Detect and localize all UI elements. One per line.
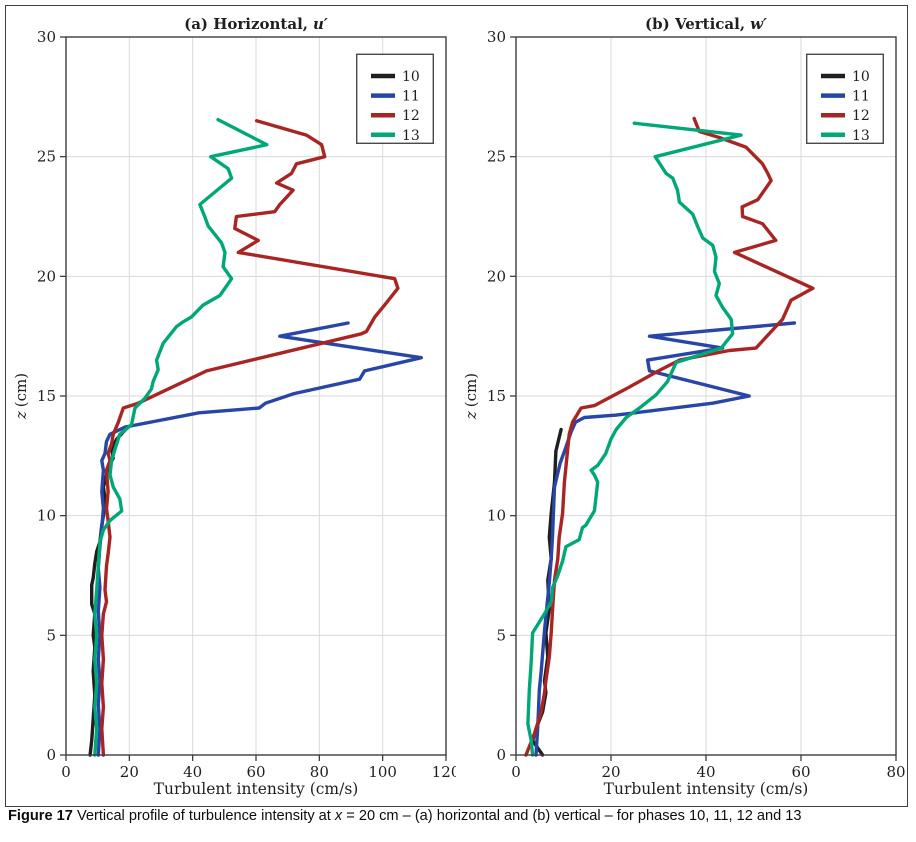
caption-figure-number: Figure 17 bbox=[8, 808, 73, 824]
y-axis-label-variable: z bbox=[12, 411, 30, 420]
y-tick-label: 5 bbox=[46, 626, 56, 644]
panel-b-series-line-11 bbox=[534, 321, 797, 757]
tick-marks bbox=[60, 36, 447, 761]
legend-label-13: 13 bbox=[852, 128, 870, 144]
y-tick-label: 0 bbox=[496, 746, 506, 764]
panel-title-symbol: u′ bbox=[313, 15, 328, 33]
legend-label-10: 10 bbox=[852, 69, 870, 85]
y-axis-label-unit: (cm) bbox=[462, 373, 480, 407]
caption-variable-x: x bbox=[334, 808, 343, 824]
figure-caption: Figure 17 Vertical profile of turbulence… bbox=[8, 806, 908, 826]
x-tick-label: 40 bbox=[183, 763, 202, 781]
y-axis-label: z (cm) bbox=[12, 373, 30, 420]
x-tick-label: 120 bbox=[432, 763, 456, 781]
legend-box bbox=[356, 53, 435, 144]
y-tick-label: 30 bbox=[37, 28, 56, 46]
x-tick-label: 0 bbox=[511, 763, 521, 781]
y-tick-label: 20 bbox=[487, 267, 506, 285]
x-tick-label: 20 bbox=[601, 763, 620, 781]
panel-title-prefix: (b) Vertical, bbox=[645, 15, 745, 33]
y-tick-label: 15 bbox=[37, 387, 56, 405]
panel-title: (b) Vertical, w′ bbox=[645, 15, 767, 33]
panel-a-series-line-12 bbox=[100, 119, 400, 757]
x-tick-label: 80 bbox=[310, 763, 329, 781]
figure-border-box: 0 20 40 60 80 100 120 0 5 10 15 20 25 30 (a) Horizonta… bbox=[5, 5, 908, 807]
legend-label-11: 11 bbox=[402, 89, 420, 105]
panel-title: (a) Horizontal, u′ bbox=[184, 15, 328, 33]
legend-label-13: 13 bbox=[402, 128, 420, 144]
panel-b-series-line-13 bbox=[526, 121, 743, 757]
x-tick-label: 60 bbox=[246, 763, 265, 781]
y-tick-label: 15 bbox=[487, 387, 506, 405]
y-tick-label: 0 bbox=[46, 746, 56, 764]
y-tick-label: 10 bbox=[37, 507, 56, 525]
x-tick-label: 20 bbox=[120, 763, 139, 781]
legend-label-12: 12 bbox=[852, 108, 870, 124]
x-tick-label: 60 bbox=[791, 763, 810, 781]
panel-title-prefix: (a) Horizontal, bbox=[184, 15, 308, 33]
caption-text-before: Vertical profile of turbulence intensity… bbox=[72, 808, 335, 824]
panel-b-series-line-12 bbox=[524, 116, 815, 757]
y-axis-label-unit: (cm) bbox=[12, 373, 30, 407]
y-tick-label: 20 bbox=[37, 267, 56, 285]
legend-box bbox=[806, 53, 885, 144]
x-tick-label: 80 bbox=[886, 763, 905, 781]
y-axis-label-variable: z bbox=[462, 411, 480, 420]
x-tick-label: 40 bbox=[696, 763, 715, 781]
legend-label-11: 11 bbox=[852, 89, 870, 105]
x-axis-label: Turbulent intensity (cm/s) bbox=[604, 780, 809, 798]
gridlines bbox=[66, 37, 446, 755]
y-tick-label: 5 bbox=[496, 626, 506, 644]
y-tick-label: 10 bbox=[487, 507, 506, 525]
caption-text-after: = 20 cm – (a) horizontal and (b) vertica… bbox=[342, 808, 802, 824]
legend-label-10: 10 bbox=[402, 69, 420, 85]
y-tick-label: 25 bbox=[487, 148, 506, 166]
panel-a-series-line-11 bbox=[96, 321, 423, 757]
x-axis-label: Turbulent intensity (cm/s) bbox=[154, 780, 359, 798]
panel-a-series-line-13 bbox=[93, 117, 269, 757]
legend: 10 11 12 13 bbox=[356, 53, 435, 144]
tick-marks bbox=[510, 36, 897, 761]
chart-panel-a: 0 20 40 60 80 100 120 0 5 10 15 20 25 30 (a) Horizonta… bbox=[12, 15, 456, 798]
gridlines bbox=[516, 37, 896, 755]
chart-panel-b: 0 20 40 60 80 0 5 10 15 20 25 30 (b) Vertical, w′ Turb… bbox=[462, 15, 906, 798]
y-tick-label: 30 bbox=[487, 28, 506, 46]
y-tick-label: 25 bbox=[37, 148, 56, 166]
panel-title-symbol: w′ bbox=[750, 15, 767, 33]
y-axis-label: z (cm) bbox=[462, 373, 480, 420]
x-tick-label: 100 bbox=[368, 763, 397, 781]
x-tick-label: 0 bbox=[61, 763, 71, 781]
legend-label-12: 12 bbox=[402, 108, 420, 124]
legend: 10 11 12 13 bbox=[806, 53, 885, 144]
